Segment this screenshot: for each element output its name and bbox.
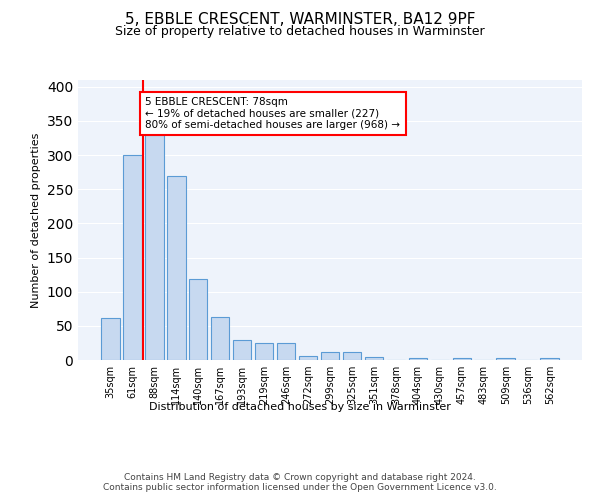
- Bar: [211, 317, 229, 360]
- Bar: [409, 358, 427, 360]
- Bar: [496, 358, 515, 360]
- Text: Distribution of detached houses by size in Warminster: Distribution of detached houses by size …: [149, 402, 451, 412]
- Bar: [277, 343, 295, 360]
- Bar: [123, 155, 142, 360]
- Text: Size of property relative to detached houses in Warminster: Size of property relative to detached ho…: [115, 25, 485, 38]
- Bar: [452, 358, 471, 360]
- Bar: [343, 352, 361, 360]
- Bar: [541, 358, 559, 360]
- Bar: [189, 280, 208, 360]
- Y-axis label: Number of detached properties: Number of detached properties: [31, 132, 41, 308]
- Text: Contains HM Land Registry data © Crown copyright and database right 2024.
Contai: Contains HM Land Registry data © Crown c…: [103, 472, 497, 492]
- Bar: [365, 358, 383, 360]
- Bar: [101, 318, 119, 360]
- Text: 5 EBBLE CRESCENT: 78sqm
← 19% of detached houses are smaller (227)
80% of semi-d: 5 EBBLE CRESCENT: 78sqm ← 19% of detache…: [145, 97, 400, 130]
- Bar: [299, 356, 317, 360]
- Bar: [255, 343, 274, 360]
- Text: 5, EBBLE CRESCENT, WARMINSTER, BA12 9PF: 5, EBBLE CRESCENT, WARMINSTER, BA12 9PF: [125, 12, 475, 28]
- Bar: [320, 352, 340, 360]
- Bar: [167, 176, 185, 360]
- Bar: [233, 340, 251, 360]
- Bar: [145, 134, 164, 360]
